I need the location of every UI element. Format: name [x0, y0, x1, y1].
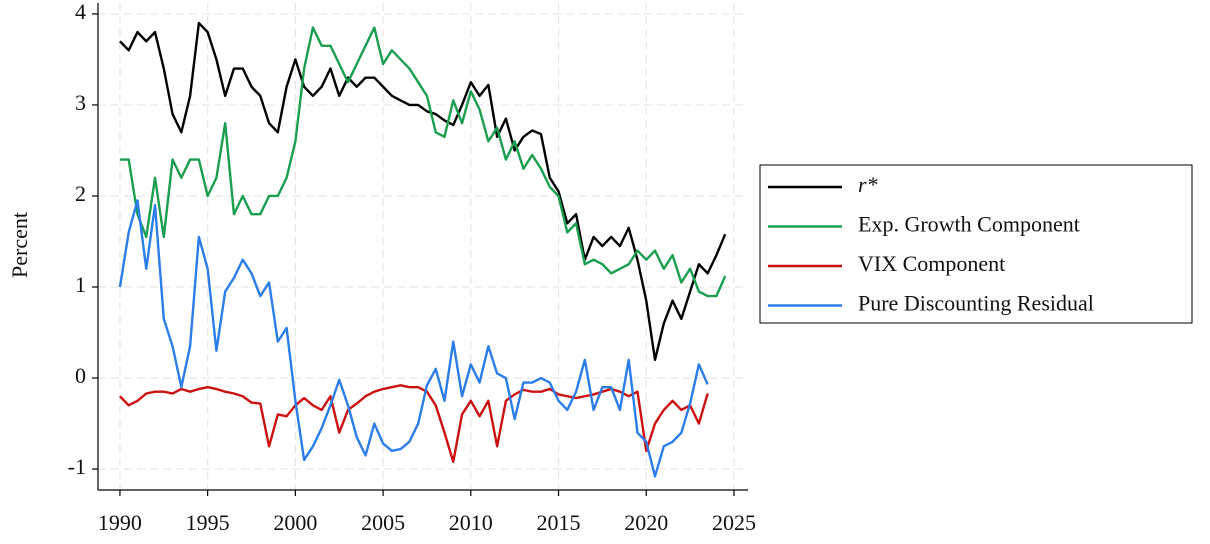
x-tick-label: 1990 — [98, 510, 142, 535]
x-tick-label: 2010 — [449, 510, 493, 535]
x-tick-label: 2005 — [361, 510, 405, 535]
series-line — [118, 199, 709, 478]
x-tick-label: 2020 — [624, 510, 668, 535]
legend-label: VIX Component — [858, 251, 1005, 276]
y-tick-label: 1 — [75, 272, 86, 297]
y-tick-label: 2 — [75, 181, 86, 206]
x-tick-label: 2000 — [273, 510, 317, 535]
y-axis-label: Percent — [7, 212, 32, 278]
series-line — [119, 384, 709, 463]
x-tick-label: 2025 — [712, 510, 756, 535]
legend-label: Pure Discounting Residual — [858, 291, 1094, 316]
y-tick-label: 3 — [75, 90, 86, 115]
series-line — [119, 26, 727, 298]
y-tick-label: 0 — [75, 363, 86, 388]
x-tick-label: 2015 — [537, 510, 581, 535]
legend-box — [759, 164, 1193, 324]
y-tick-label: 4 — [75, 0, 86, 24]
legend-label: r* — [858, 172, 878, 197]
x-tick-label: 1995 — [186, 510, 230, 535]
series-line — [119, 21, 727, 362]
legend-label: Exp. Growth Component — [858, 212, 1080, 237]
y-tick-label: -1 — [68, 454, 86, 479]
